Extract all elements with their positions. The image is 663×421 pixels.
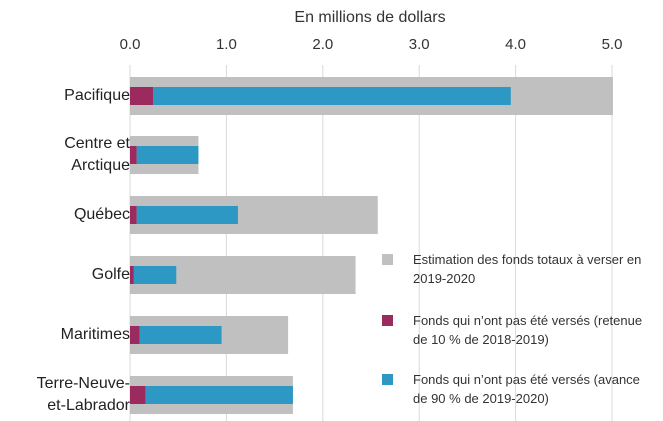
category-label: Terre-Neuve-et-Labrador bbox=[36, 375, 130, 414]
legend-swatch bbox=[382, 374, 393, 385]
bar bbox=[130, 146, 137, 164]
category-label: Québec bbox=[73, 206, 130, 223]
x-tick-label: 4.0 bbox=[505, 36, 526, 53]
bar bbox=[145, 386, 293, 404]
legend-label: Estimation des fonds totaux à verser en … bbox=[413, 252, 642, 286]
bar bbox=[153, 87, 511, 105]
legend-label: Fonds qui n’ont pas été versés (retenue … bbox=[413, 313, 643, 347]
bar bbox=[130, 326, 140, 344]
category-label: Golfe bbox=[91, 266, 130, 283]
x-tick-label: 3.0 bbox=[409, 36, 430, 53]
x-tick-label: 2.0 bbox=[312, 36, 333, 53]
bar bbox=[136, 206, 238, 224]
legend-swatch bbox=[382, 315, 393, 326]
category-label: Centre et Arctique bbox=[64, 135, 130, 174]
bar bbox=[130, 386, 146, 404]
bar bbox=[136, 146, 199, 164]
bar bbox=[130, 206, 137, 224]
x-tick-label: 1.0 bbox=[216, 36, 237, 53]
x-tick-label: 5.0 bbox=[602, 36, 623, 53]
bar bbox=[130, 266, 134, 284]
legend-label: Fonds qui n’ont pas été versés (avance d… bbox=[413, 372, 640, 406]
x-axis-label: En millions de dollars bbox=[294, 9, 445, 26]
legend-swatch bbox=[382, 254, 393, 265]
bar bbox=[130, 87, 154, 105]
bar bbox=[139, 326, 222, 344]
category-label: Maritimes bbox=[60, 326, 130, 343]
x-tick-label: 0.0 bbox=[120, 36, 141, 53]
bar bbox=[133, 266, 177, 284]
category-label: Pacifique bbox=[64, 87, 130, 104]
